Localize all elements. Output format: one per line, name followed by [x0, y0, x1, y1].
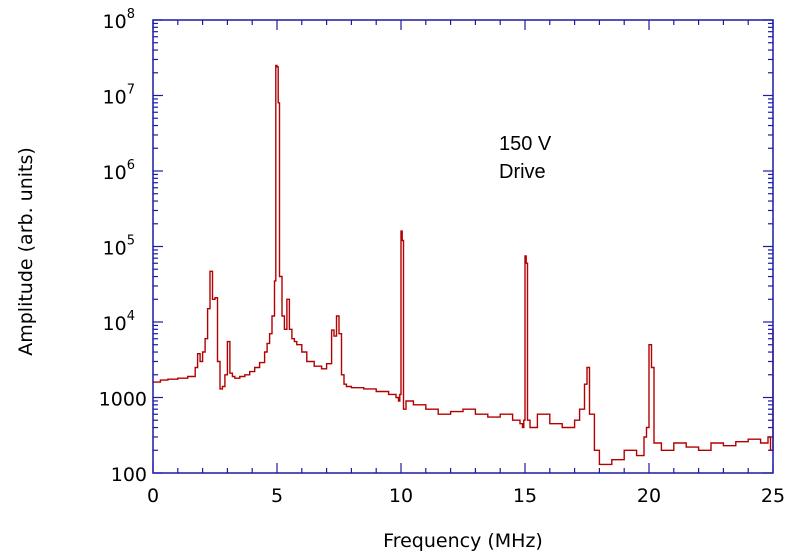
x-tick-label: 5 [271, 485, 283, 507]
x-tick-label: 15 [513, 485, 537, 507]
y-tick-label: 108 [103, 7, 135, 33]
y-tick-label: 100 [111, 464, 147, 486]
x-axis-ticks [152, 20, 774, 473]
y-tick-label: 106 [103, 158, 135, 184]
x-axis-title: Frequency (MHz) [383, 530, 543, 552]
y-tick-label: 107 [103, 83, 135, 109]
y-tick-label: 105 [103, 234, 135, 260]
y-tick-label: 104 [103, 309, 135, 335]
y-axis-title: Amplitude (arb. units) [15, 147, 37, 356]
x-tick-label: 10 [389, 485, 413, 507]
annotation-voltage: 150 V [499, 133, 552, 155]
y-tick-labels: 100 1000 104 105 106 107 108 [99, 7, 147, 486]
x-tick-label: 20 [637, 485, 661, 507]
y-tick-label: 1000 [99, 389, 147, 411]
x-tick-label: 0 [147, 485, 159, 507]
amplitude-series-line [153, 64, 774, 466]
x-tick-label: 25 [761, 485, 785, 507]
plot-frame [152, 19, 774, 474]
annotation-drive: Drive [499, 161, 546, 183]
x-tick-labels: 0 5 10 15 20 25 [147, 485, 785, 507]
y-axis-ticks [153, 19, 773, 474]
